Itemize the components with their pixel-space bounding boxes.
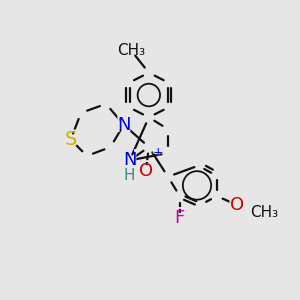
Text: N: N: [123, 152, 136, 169]
Text: F: F: [173, 206, 187, 230]
Text: +: +: [150, 144, 165, 162]
Text: CH₃: CH₃: [117, 43, 145, 58]
Text: O: O: [230, 196, 244, 214]
Text: H: H: [122, 165, 137, 185]
Text: S: S: [63, 128, 79, 152]
Text: CH₃: CH₃: [250, 202, 289, 222]
Text: CH₃: CH₃: [250, 205, 279, 220]
Text: N: N: [117, 116, 130, 134]
Text: N: N: [121, 148, 139, 172]
Text: H: H: [124, 168, 135, 183]
Text: O: O: [139, 162, 153, 180]
Text: N: N: [115, 113, 133, 137]
Text: F: F: [175, 209, 185, 227]
Text: S: S: [64, 130, 77, 149]
Text: +: +: [152, 146, 163, 160]
Text: O: O: [136, 159, 155, 183]
Text: CH₃: CH₃: [112, 40, 150, 60]
Text: O: O: [228, 193, 247, 217]
